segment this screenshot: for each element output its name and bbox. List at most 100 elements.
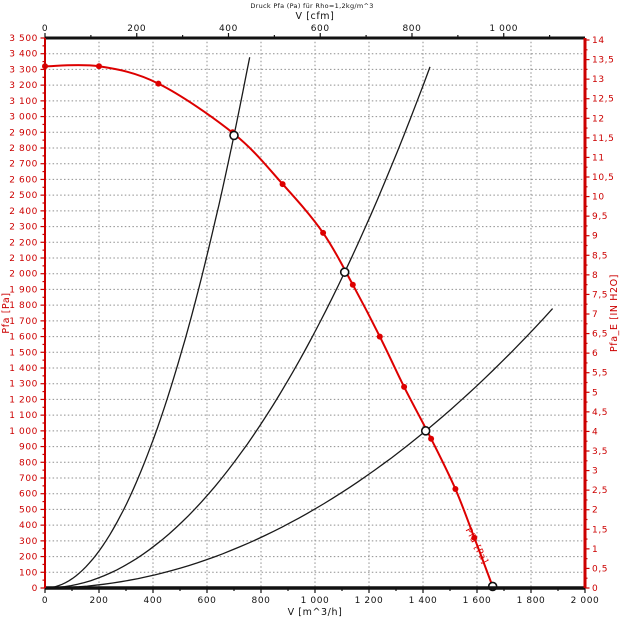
right-tick-label: 6: [592, 349, 598, 359]
right-tick-label: 0: [592, 584, 598, 594]
bottom-tick-label: 2 000: [571, 596, 600, 606]
left-tick-label: 2 600: [9, 175, 38, 185]
top-tick-label: 0: [42, 24, 48, 34]
left-tick-label: 1 100: [9, 411, 38, 421]
bottom-tick-label: 600: [198, 596, 217, 606]
right-tick-label: 5,5: [592, 369, 608, 379]
fan-curve-point: [279, 181, 286, 188]
fan-curve-point: [320, 229, 327, 236]
left-tick-label: 300: [19, 537, 38, 547]
right-tick-label: 14: [592, 36, 605, 46]
left-tick-label: 1 500: [9, 348, 38, 358]
left-tick-label: 3 100: [9, 97, 38, 107]
right-tick-label: 1: [592, 545, 598, 555]
system-curve-3: [44, 308, 554, 589]
right-tick-label: 7: [592, 310, 598, 320]
right-tick-label: 11: [592, 153, 605, 163]
left-tick-label: 200: [19, 553, 38, 563]
left-tick-label: 1 000: [9, 427, 38, 437]
right-tick-label: 3: [592, 467, 598, 477]
left-tick-label: 2 300: [9, 223, 38, 233]
top-tick-label: 600: [311, 24, 330, 34]
fan-curve-point: [349, 281, 356, 288]
right-tick-label: 10,5: [592, 173, 614, 183]
right-tick-label: 12: [592, 114, 605, 124]
left-tick-label: 0: [32, 584, 38, 594]
operating-point: [229, 130, 239, 141]
right-tick-label: 2,5: [592, 486, 608, 496]
right-tick-label: 6,5: [592, 330, 608, 340]
operating-point: [420, 426, 431, 436]
bottom-tick-label: 400: [144, 596, 163, 606]
bottom-tick-label: 1 200: [355, 596, 384, 606]
left-tick-label: 1 800: [9, 301, 38, 311]
fan-curve-point: [376, 333, 383, 340]
right-tick-label: 4: [592, 427, 598, 437]
right-tick-label: 7,5: [592, 290, 608, 300]
right-tick-label: 12,5: [592, 95, 614, 105]
left-tick-label: 3 400: [9, 50, 38, 60]
right-tick-label: 0,5: [592, 564, 608, 574]
right-tick-label: 2: [592, 506, 598, 516]
fan-curve-label: Pfa [Pa]: [463, 526, 490, 566]
fan-curve-point: [471, 534, 478, 541]
left-tick-label: 3 000: [9, 113, 38, 123]
left-tick-label: 1 900: [9, 285, 38, 295]
left-tick-label: 1 700: [9, 317, 38, 327]
left-tick-label: 1 300: [9, 380, 38, 390]
right-tick-label: 13,5: [592, 56, 614, 66]
chart-title: Druck Pfa (Pa) für Rho=1,2kg/m^3: [250, 2, 374, 10]
right-tick-label: 13: [592, 75, 605, 85]
right-tick-label: 9,5: [592, 212, 608, 222]
left-axis-title: Pfa [Pa]: [1, 292, 12, 333]
system-curve-2: [44, 66, 431, 589]
bottom-axis-title: V [m^3/h]: [288, 607, 343, 618]
left-tick-label: 800: [19, 458, 38, 468]
top-tick-label: 1 000: [489, 24, 518, 34]
operating-point: [339, 267, 350, 277]
bottom-tick-label: 1 600: [463, 596, 492, 606]
left-tick-label: 2 500: [9, 191, 38, 201]
right-tick-label: 3,5: [592, 447, 608, 457]
left-tick-label: 2 800: [9, 144, 38, 154]
left-tick-label: 2 900: [9, 128, 38, 138]
bottom-tick-label: 200: [90, 596, 109, 606]
left-tick-label: 1 400: [9, 364, 38, 374]
top-axis-title: V [cfm]: [296, 11, 335, 22]
top-tick-label: 200: [127, 24, 146, 34]
right-tick-label: 9: [592, 232, 598, 242]
top-tick-label: 800: [402, 24, 421, 34]
bottom-tick-label: 1 000: [301, 596, 330, 606]
left-tick-label: 400: [19, 521, 38, 531]
right-tick-label: 8: [592, 271, 598, 281]
bottom-tick-label: 1 800: [517, 596, 546, 606]
left-tick-label: 600: [19, 490, 38, 500]
fan-curve-point: [452, 486, 459, 492]
fan-curve-point: [428, 435, 435, 442]
left-tick-label: 2 000: [9, 270, 38, 280]
fan-curve-point: [96, 63, 102, 70]
top-tick-label: 400: [219, 24, 238, 34]
fan-curve-point: [401, 383, 408, 390]
right-tick-label: 1,5: [592, 525, 608, 535]
left-tick-label: 2 400: [9, 207, 38, 217]
bottom-tick-label: 0: [42, 596, 48, 606]
right-tick-label: 5: [592, 388, 598, 398]
left-tick-label: 900: [19, 443, 38, 453]
right-tick-label: 8,5: [592, 251, 608, 261]
right-tick-label: 4,5: [592, 408, 608, 418]
left-tick-label: 2 100: [9, 254, 38, 264]
fan-curve-point: [155, 80, 162, 87]
left-tick-label: 700: [19, 474, 38, 484]
left-tick-label: 3 300: [9, 65, 38, 75]
left-tick-label: 2 700: [9, 160, 38, 170]
left-tick-label: 2 200: [9, 238, 38, 248]
left-tick-label: 3 200: [9, 81, 38, 91]
left-tick-label: 1 200: [9, 395, 38, 405]
left-tick-label: 100: [19, 568, 38, 578]
left-tick-label: 1 600: [9, 333, 38, 343]
bottom-tick-label: 800: [252, 596, 271, 606]
right-tick-label: 11,5: [592, 134, 614, 144]
